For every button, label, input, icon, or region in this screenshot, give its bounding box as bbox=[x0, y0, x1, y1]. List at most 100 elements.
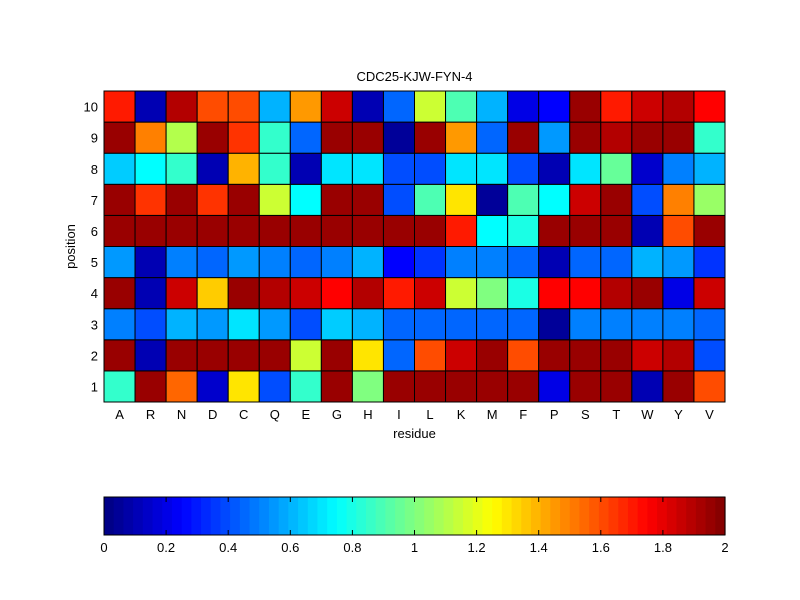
heatmap-cell bbox=[351, 183, 384, 216]
heatmap-cell bbox=[351, 277, 384, 310]
heatmap-cell bbox=[165, 183, 198, 216]
heatmap-cell bbox=[134, 370, 167, 403]
heatmap-cell bbox=[600, 339, 633, 372]
heatmap-cell bbox=[538, 277, 571, 310]
colorbar-segment bbox=[298, 497, 309, 535]
heatmap-cell bbox=[196, 90, 229, 123]
heatmap-cell bbox=[320, 90, 353, 123]
colorbar-tick-label: 1 bbox=[411, 540, 418, 555]
colorbar-segment bbox=[113, 497, 124, 535]
heatmap-cell bbox=[507, 90, 540, 123]
heatmap-cell bbox=[351, 339, 384, 372]
heatmap-cell bbox=[382, 90, 416, 123]
x-tick-label: F bbox=[519, 407, 527, 422]
heatmap-cell bbox=[693, 308, 726, 341]
heatmap-cell bbox=[662, 277, 695, 310]
colorbar-segment bbox=[249, 497, 260, 535]
heatmap-cell bbox=[507, 183, 540, 216]
colorbar-segment bbox=[492, 497, 503, 535]
heatmap-cell bbox=[631, 277, 664, 310]
colorbar-segment bbox=[288, 497, 299, 535]
heatmap-cell bbox=[382, 183, 416, 216]
heatmap-cell bbox=[414, 370, 447, 403]
heatmap-cell bbox=[569, 152, 602, 185]
y-tick-label: 1 bbox=[91, 379, 98, 394]
colorbar-segment bbox=[550, 497, 561, 535]
colorbar-segment bbox=[171, 497, 183, 535]
heatmap-cell bbox=[196, 308, 229, 341]
heatmap-cell bbox=[445, 90, 478, 123]
heatmap-cell bbox=[227, 214, 260, 247]
heatmap-cell bbox=[165, 90, 198, 123]
x-tick-label: Q bbox=[270, 407, 280, 422]
heatmap-cell bbox=[351, 246, 384, 279]
heatmap-cell bbox=[382, 339, 416, 372]
colorbar-tick-label: 2 bbox=[721, 540, 728, 555]
heatmap-cell bbox=[414, 121, 447, 154]
y-axis-label: position bbox=[63, 224, 78, 269]
colorbar-segment bbox=[453, 497, 464, 535]
heatmap-cell bbox=[351, 152, 384, 185]
heatmap-cell bbox=[662, 90, 695, 123]
heatmap-cell bbox=[351, 370, 384, 403]
heatmap-cell bbox=[165, 370, 198, 403]
colorbar-segment bbox=[501, 497, 513, 535]
heatmap-cell bbox=[507, 121, 540, 154]
y-tick-label: 4 bbox=[91, 286, 98, 301]
heatmap-cell bbox=[476, 214, 509, 247]
heatmap-cell bbox=[134, 214, 167, 247]
heatmap-cell bbox=[445, 339, 478, 372]
heatmap-cell bbox=[382, 308, 416, 341]
heatmap-cell bbox=[662, 214, 695, 247]
heatmap-cell bbox=[165, 277, 198, 310]
heatmap-cell bbox=[569, 214, 602, 247]
colorbar-segment bbox=[239, 497, 251, 535]
heatmap-cell bbox=[196, 277, 229, 310]
x-tick-label: D bbox=[208, 407, 217, 422]
heatmap-cell bbox=[538, 152, 571, 185]
heatmap-cell bbox=[414, 308, 447, 341]
heatmap-cell bbox=[289, 277, 322, 310]
heatmap-cell bbox=[538, 370, 571, 403]
heatmap-cell bbox=[600, 370, 633, 403]
heatmap-cell bbox=[320, 370, 353, 403]
heatmap-cell bbox=[165, 121, 198, 154]
colorbar-segment bbox=[472, 497, 484, 535]
heatmap-cell bbox=[445, 308, 478, 341]
heatmap-cell bbox=[600, 246, 633, 279]
colorbar-segment bbox=[715, 497, 726, 535]
heatmap-cell bbox=[662, 121, 695, 154]
heatmap-cell bbox=[476, 308, 509, 341]
colorbar-segment bbox=[133, 497, 144, 535]
heatmap-cell bbox=[476, 246, 509, 279]
heatmap-cell bbox=[227, 339, 260, 372]
heatmap-cell bbox=[507, 308, 540, 341]
heatmap-cell bbox=[258, 183, 291, 216]
heatmap-cell bbox=[569, 370, 602, 403]
chart-title: CDC25-KJW-FYN-4 bbox=[356, 69, 472, 84]
heatmap-cell bbox=[134, 277, 167, 310]
heatmap-cell bbox=[569, 308, 602, 341]
heatmap-cell bbox=[103, 183, 136, 216]
heatmap-cell bbox=[414, 90, 447, 123]
heatmap-cell bbox=[227, 277, 260, 310]
colorbar-segment bbox=[414, 497, 425, 535]
heatmap-cell bbox=[134, 246, 167, 279]
heatmap-cell bbox=[196, 339, 229, 372]
y-tick-label: 5 bbox=[91, 255, 98, 270]
colorbar-segment bbox=[511, 497, 522, 535]
heatmap-cell bbox=[476, 152, 509, 185]
heatmap-cell bbox=[631, 339, 664, 372]
colorbar-segment bbox=[404, 497, 416, 535]
heatmap-cell bbox=[476, 277, 509, 310]
heatmap-cell bbox=[445, 152, 478, 185]
heatmap-cell bbox=[631, 308, 664, 341]
heatmap-cell bbox=[569, 90, 602, 123]
heatmap-cell bbox=[351, 90, 384, 123]
x-axis-label: residue bbox=[393, 426, 436, 441]
colorbar-segment bbox=[676, 497, 687, 535]
x-tick-label: P bbox=[550, 407, 559, 422]
heatmap-cell bbox=[258, 339, 291, 372]
y-tick-label: 7 bbox=[91, 193, 98, 208]
heatmap-cell bbox=[631, 370, 664, 403]
